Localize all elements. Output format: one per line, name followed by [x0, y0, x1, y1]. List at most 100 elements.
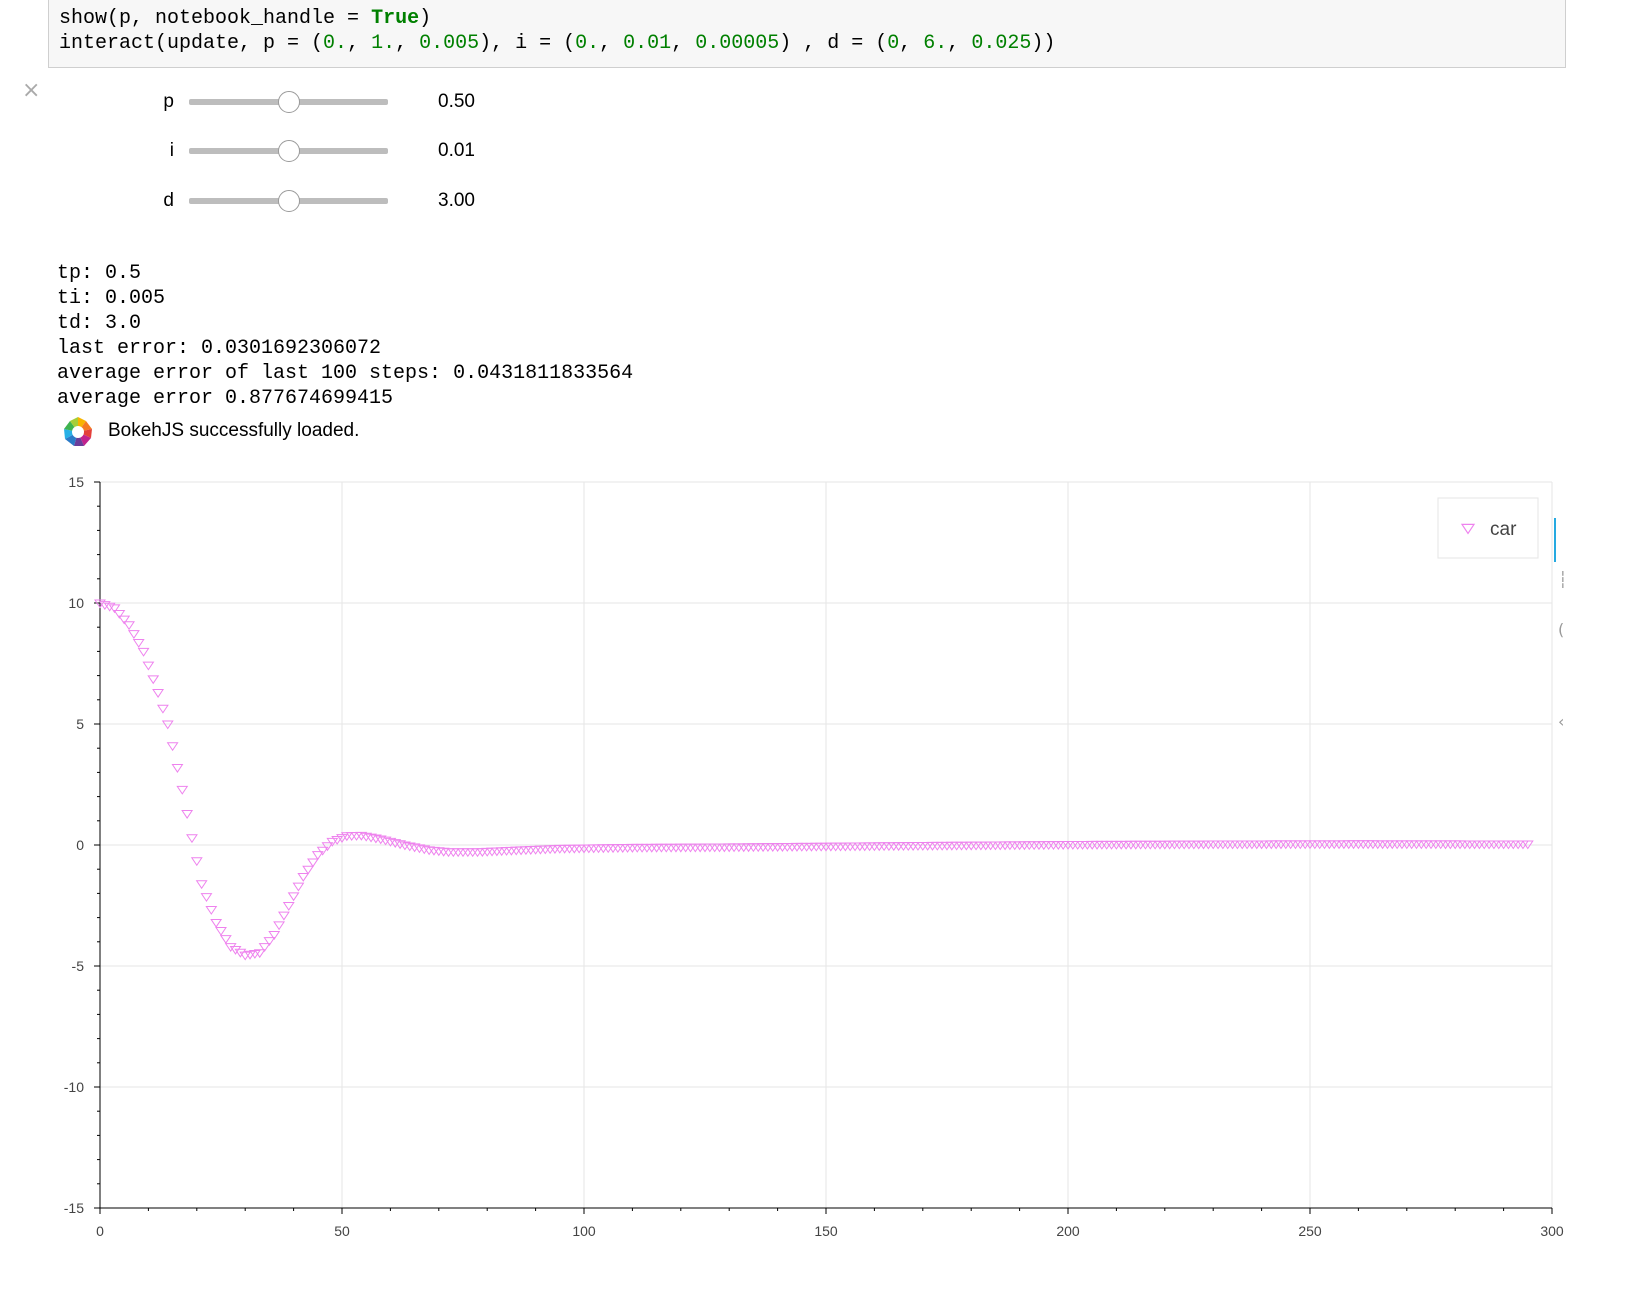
data-point	[418, 845, 431, 855]
slider-d-handle[interactable]	[277, 190, 300, 212]
slider-i-track[interactable]	[189, 140, 388, 162]
data-point	[219, 935, 232, 944]
legend-marker	[1460, 523, 1476, 535]
slider-p: p 0.50	[140, 88, 540, 118]
data-point	[181, 810, 194, 819]
code-line-2: interact(update, p = (0., 1., 0.005), i …	[59, 32, 1056, 55]
slider-p-handle[interactable]	[277, 91, 300, 113]
data-point	[210, 918, 223, 928]
data-point	[253, 949, 266, 959]
slider-i-handle[interactable]	[277, 140, 300, 162]
data-point	[200, 893, 213, 903]
data-point	[156, 704, 169, 714]
data-point	[336, 834, 348, 844]
data-point	[413, 844, 426, 854]
data-point	[384, 837, 397, 847]
code-line-1: show(p, notebook_handle = True)	[59, 7, 432, 30]
data-point	[1521, 840, 1534, 850]
data-point	[113, 609, 126, 619]
data-point	[176, 785, 189, 795]
data-point	[123, 621, 135, 631]
data-point	[215, 927, 227, 936]
data-point	[171, 764, 184, 773]
data-point	[108, 604, 121, 614]
data-point	[394, 840, 407, 850]
y-tick-label: 5	[76, 716, 84, 732]
y-tick-label: 15	[68, 474, 84, 490]
data-point	[166, 742, 179, 752]
slider-d: d 3.00	[140, 187, 540, 217]
stdout-output: tp: 0.5 ti: 0.005 td: 3.0 last error: 0.030…	[57, 236, 633, 436]
data-point	[239, 951, 252, 961]
output-line: ti: 0.005	[57, 287, 166, 310]
pan-icon[interactable]: ┆	[1558, 570, 1568, 589]
reset-icon[interactable]: ‹	[1558, 712, 1565, 731]
x-tick-label: 0	[96, 1223, 104, 1239]
data-point	[374, 835, 387, 845]
data-point	[398, 841, 411, 851]
x-tick-label: 300	[1540, 1223, 1564, 1239]
data-point	[132, 639, 145, 648]
data-point	[268, 931, 281, 940]
data-point	[316, 846, 329, 856]
slider-p-value: 0.50	[438, 91, 475, 112]
y-tick-label: -15	[64, 1200, 84, 1216]
y-tick-label: -10	[64, 1079, 84, 1095]
output-line: last error: 0.0301692306072	[57, 337, 382, 360]
data-point	[127, 630, 140, 640]
bokeh-logo-icon	[64, 417, 92, 446]
output-line: average error 0.877674699415	[57, 387, 394, 410]
x-tick-label: 100	[572, 1223, 596, 1239]
data-point	[234, 948, 247, 958]
data-point	[408, 843, 421, 853]
data-point	[365, 833, 377, 843]
y-tick-label: -5	[72, 958, 85, 974]
data-point	[277, 911, 290, 921]
data-point	[142, 661, 155, 671]
data-point	[326, 837, 339, 847]
data-point	[161, 720, 174, 730]
data-point	[273, 921, 286, 931]
data-point	[258, 943, 271, 953]
slider-d-track[interactable]	[189, 190, 388, 212]
x-tick-label: 250	[1298, 1223, 1322, 1239]
x-tick-label: 50	[334, 1223, 350, 1239]
data-point	[340, 832, 353, 842]
x-tick-label: 150	[814, 1223, 838, 1239]
data-point	[98, 601, 111, 611]
y-tick-label: 0	[76, 837, 84, 853]
x-tick-label: 200	[1056, 1223, 1080, 1239]
data-point	[137, 647, 150, 657]
slider-d-label: d	[163, 190, 174, 211]
data-point	[118, 615, 131, 625]
data-point	[103, 602, 116, 612]
data-point	[263, 937, 276, 946]
output-line: average error of last 100 steps: 0.04318…	[57, 362, 634, 385]
data-point	[379, 836, 392, 846]
bokeh-message: BokehJS successfully loaded.	[108, 420, 360, 441]
data-point	[152, 689, 165, 698]
code-cell-input[interactable]: show(p, notebook_handle = True) interact(…	[48, 0, 1566, 68]
output-line: td: 3.0	[57, 312, 142, 335]
data-point	[282, 902, 295, 911]
data-point	[205, 906, 218, 915]
data-point	[287, 892, 300, 902]
slider-i: i 0.01	[140, 137, 540, 167]
close-output-icon[interactable]: ×	[22, 78, 41, 103]
slider-i-value: 0.01	[438, 140, 475, 161]
data-point	[94, 599, 106, 609]
data-point	[360, 832, 373, 842]
wheel-zoom-icon[interactable]: (	[1558, 620, 1565, 639]
data-point	[147, 675, 160, 685]
data-point	[369, 834, 382, 844]
data-point	[297, 872, 310, 882]
data-point	[186, 834, 198, 844]
slider-p-track[interactable]	[189, 91, 388, 113]
slider-d-value: 3.00	[438, 190, 475, 211]
data-point	[224, 943, 237, 953]
output-line: tp: 0.5	[57, 262, 142, 285]
y-tick-label: 10	[68, 595, 84, 611]
data-point	[229, 945, 242, 955]
data-point	[195, 880, 208, 890]
